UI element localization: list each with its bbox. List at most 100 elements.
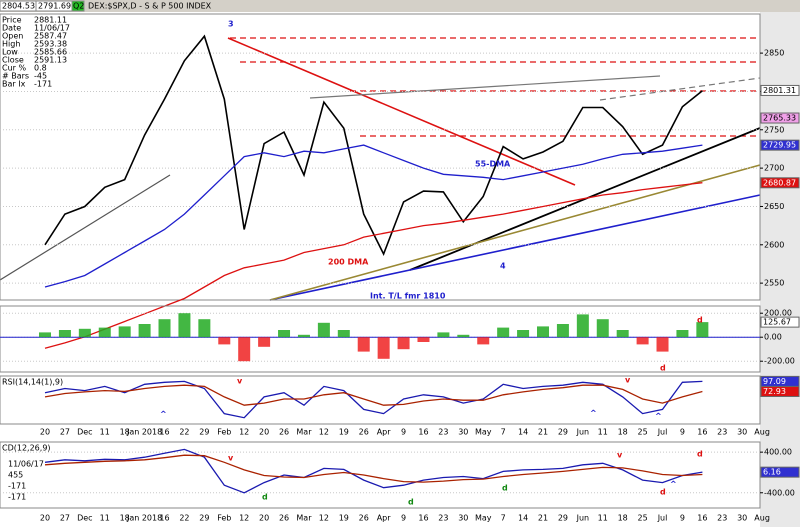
histogram-bar [696, 322, 709, 338]
x-tick-label: 12 [239, 514, 249, 523]
price-label: 2680.87 [763, 178, 796, 187]
annotation: d [502, 484, 508, 493]
x-tick-label: Aug [754, 514, 770, 523]
x-tick-label: 26 [279, 428, 289, 437]
panel-info: -171 [8, 493, 26, 502]
x-tick-label: Jan 2018 [126, 514, 162, 523]
annotation: d [660, 364, 666, 373]
x-tick-label: 26 [359, 428, 369, 437]
annotation: v [237, 377, 243, 386]
y-tick-label: 400.00 [764, 448, 792, 457]
chart-title: DEX:$SPX,D - S & P 500 INDEX [88, 2, 212, 11]
series-line [44, 454, 703, 483]
x-tick-label: 29 [558, 514, 568, 523]
y-tick-label: 2600 [764, 240, 784, 249]
histogram-bar [58, 330, 71, 338]
price-label: 2729.95 [763, 141, 796, 150]
y-tick-label: 2650 [764, 202, 784, 211]
price-label: 97.09 [763, 377, 786, 386]
histogram-bar [656, 337, 669, 352]
histogram-bar [477, 337, 490, 345]
x-tick-label: 11 [598, 428, 608, 437]
info-label: # Bars [2, 72, 29, 81]
histogram-bar [297, 334, 310, 338]
info-label: Date [2, 24, 21, 33]
x-tick-label: 30 [737, 514, 747, 523]
x-tick-label: 14 [518, 428, 528, 437]
channel-line [309, 75, 661, 99]
histogram-bar [317, 322, 330, 338]
x-tick-label: 18 [618, 428, 628, 437]
y-tick-label: 0.00 [764, 333, 782, 342]
x-tick-label: 26 [359, 514, 369, 523]
x-tick-label: 16 [418, 428, 428, 437]
y-tick-label: -200.00 [764, 357, 795, 366]
price-label: 6.16 [763, 468, 781, 477]
annotation: v [625, 376, 631, 385]
histogram-bar [357, 337, 370, 352]
histogram-bar [437, 332, 450, 338]
histogram-bar [457, 334, 470, 338]
price-label: 72.93 [763, 387, 786, 396]
series-line [44, 380, 703, 419]
x-tick-label: 23 [717, 428, 727, 437]
x-tick-label: 21 [538, 514, 548, 523]
x-tick-label: 22 [179, 428, 189, 437]
histogram-bar [596, 319, 609, 338]
histogram-bar [636, 337, 649, 345]
y-tick-label: 2750 [764, 125, 784, 134]
x-tick-label: 12 [239, 428, 249, 437]
x-tick-label: 27 [60, 428, 70, 437]
info-value: 2591.13 [34, 56, 67, 65]
x-tick-label: 29 [199, 514, 209, 523]
panel-frame [0, 375, 761, 425]
x-tick-label: Aug [754, 428, 770, 437]
info-value: 11/06/17 [34, 24, 70, 33]
histogram-bar [178, 313, 191, 338]
annotation: d [697, 316, 703, 325]
panel-label: CD(12,26,9) [2, 444, 51, 453]
annotation: d [408, 498, 414, 507]
info-label: Price [2, 16, 22, 25]
info-value: -171 [34, 80, 52, 89]
annotation: ^ [590, 409, 597, 418]
x-tick-label: 12 [319, 428, 329, 437]
panel-frame [0, 13, 761, 301]
series-line [44, 144, 703, 288]
histogram-bar [676, 330, 689, 338]
panel-info: -171 [8, 482, 26, 491]
x-tick-label: 30 [458, 514, 468, 523]
annotation: d [697, 450, 703, 459]
quote: 2791.69 [38, 2, 71, 11]
annotation: 4 [500, 262, 506, 271]
annotation: Int. T/L fmr 1810 [370, 292, 446, 301]
x-tick-label: 11 [100, 514, 110, 523]
x-tick-label: 7 [501, 514, 506, 523]
histogram-bar [118, 326, 131, 338]
series-line [44, 384, 703, 406]
x-tick-label: 14 [518, 514, 528, 523]
info-label: Bar Ix [2, 80, 26, 89]
panel-info: 11/06/17 [8, 460, 44, 469]
x-tick-label: 18 [120, 428, 130, 437]
series-line [44, 448, 703, 494]
x-tick-label: Apr [377, 428, 392, 437]
x-tick-label: 9 [401, 514, 406, 523]
series-name: 200 DMA [328, 258, 369, 267]
panel-info: 455 [8, 471, 23, 480]
trend-line [0, 174, 171, 281]
x-tick-label: 20 [40, 514, 50, 523]
histogram-bar [497, 327, 510, 338]
x-tick-label: 11 [100, 428, 110, 437]
x-tick-label: 29 [558, 428, 568, 437]
x-tick-label: 21 [538, 428, 548, 437]
price-label-box [760, 316, 800, 328]
x-tick-label: 26 [279, 514, 289, 523]
x-tick-label: Jul [657, 514, 668, 523]
info-label: Open [2, 32, 23, 41]
series-line [44, 182, 703, 349]
price-label-box [760, 385, 800, 397]
annotation: d [262, 493, 268, 502]
panel-label: RSI(14,14(1),9) [2, 378, 63, 387]
